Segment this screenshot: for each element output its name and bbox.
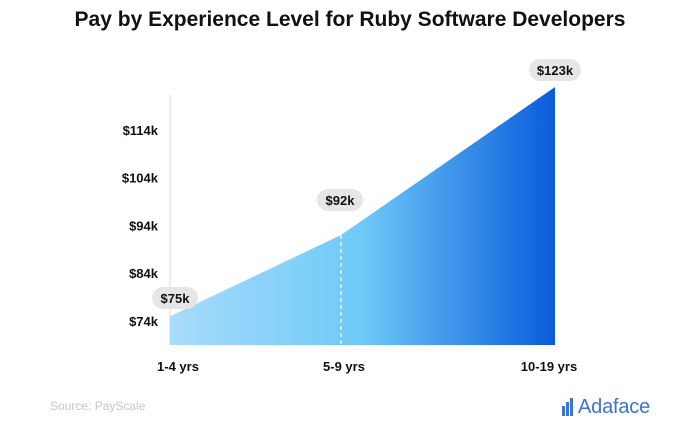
brand-logo: Adaface bbox=[562, 394, 650, 420]
data-label-bubble bbox=[529, 59, 581, 81]
y-tick-label: $74k bbox=[129, 314, 159, 329]
source-note: Source: PayScale bbox=[50, 399, 146, 413]
data-label: $92k bbox=[326, 193, 356, 208]
brand-name: Adaface bbox=[578, 395, 650, 418]
adaface-logo-icon bbox=[562, 398, 573, 416]
chart-title: Pay by Experience Level for Ruby Softwar… bbox=[74, 8, 626, 31]
data-label-bubble bbox=[317, 189, 363, 211]
y-tick-label: $94k bbox=[129, 218, 159, 233]
y-tick-label: $104k bbox=[122, 171, 159, 186]
y-tick-label: $114k bbox=[123, 123, 159, 138]
x-tick-label: 1-4 yrs bbox=[157, 359, 199, 374]
data-label-bubble bbox=[152, 287, 198, 309]
series-area bbox=[170, 87, 555, 345]
x-tick-label: 10-19 yrs bbox=[521, 359, 577, 374]
x-tick-label: 5-9 yrs bbox=[323, 359, 365, 374]
data-label: $123k bbox=[537, 63, 574, 78]
data-label: $75k bbox=[161, 291, 191, 306]
y-tick-label: $84k bbox=[129, 266, 159, 281]
